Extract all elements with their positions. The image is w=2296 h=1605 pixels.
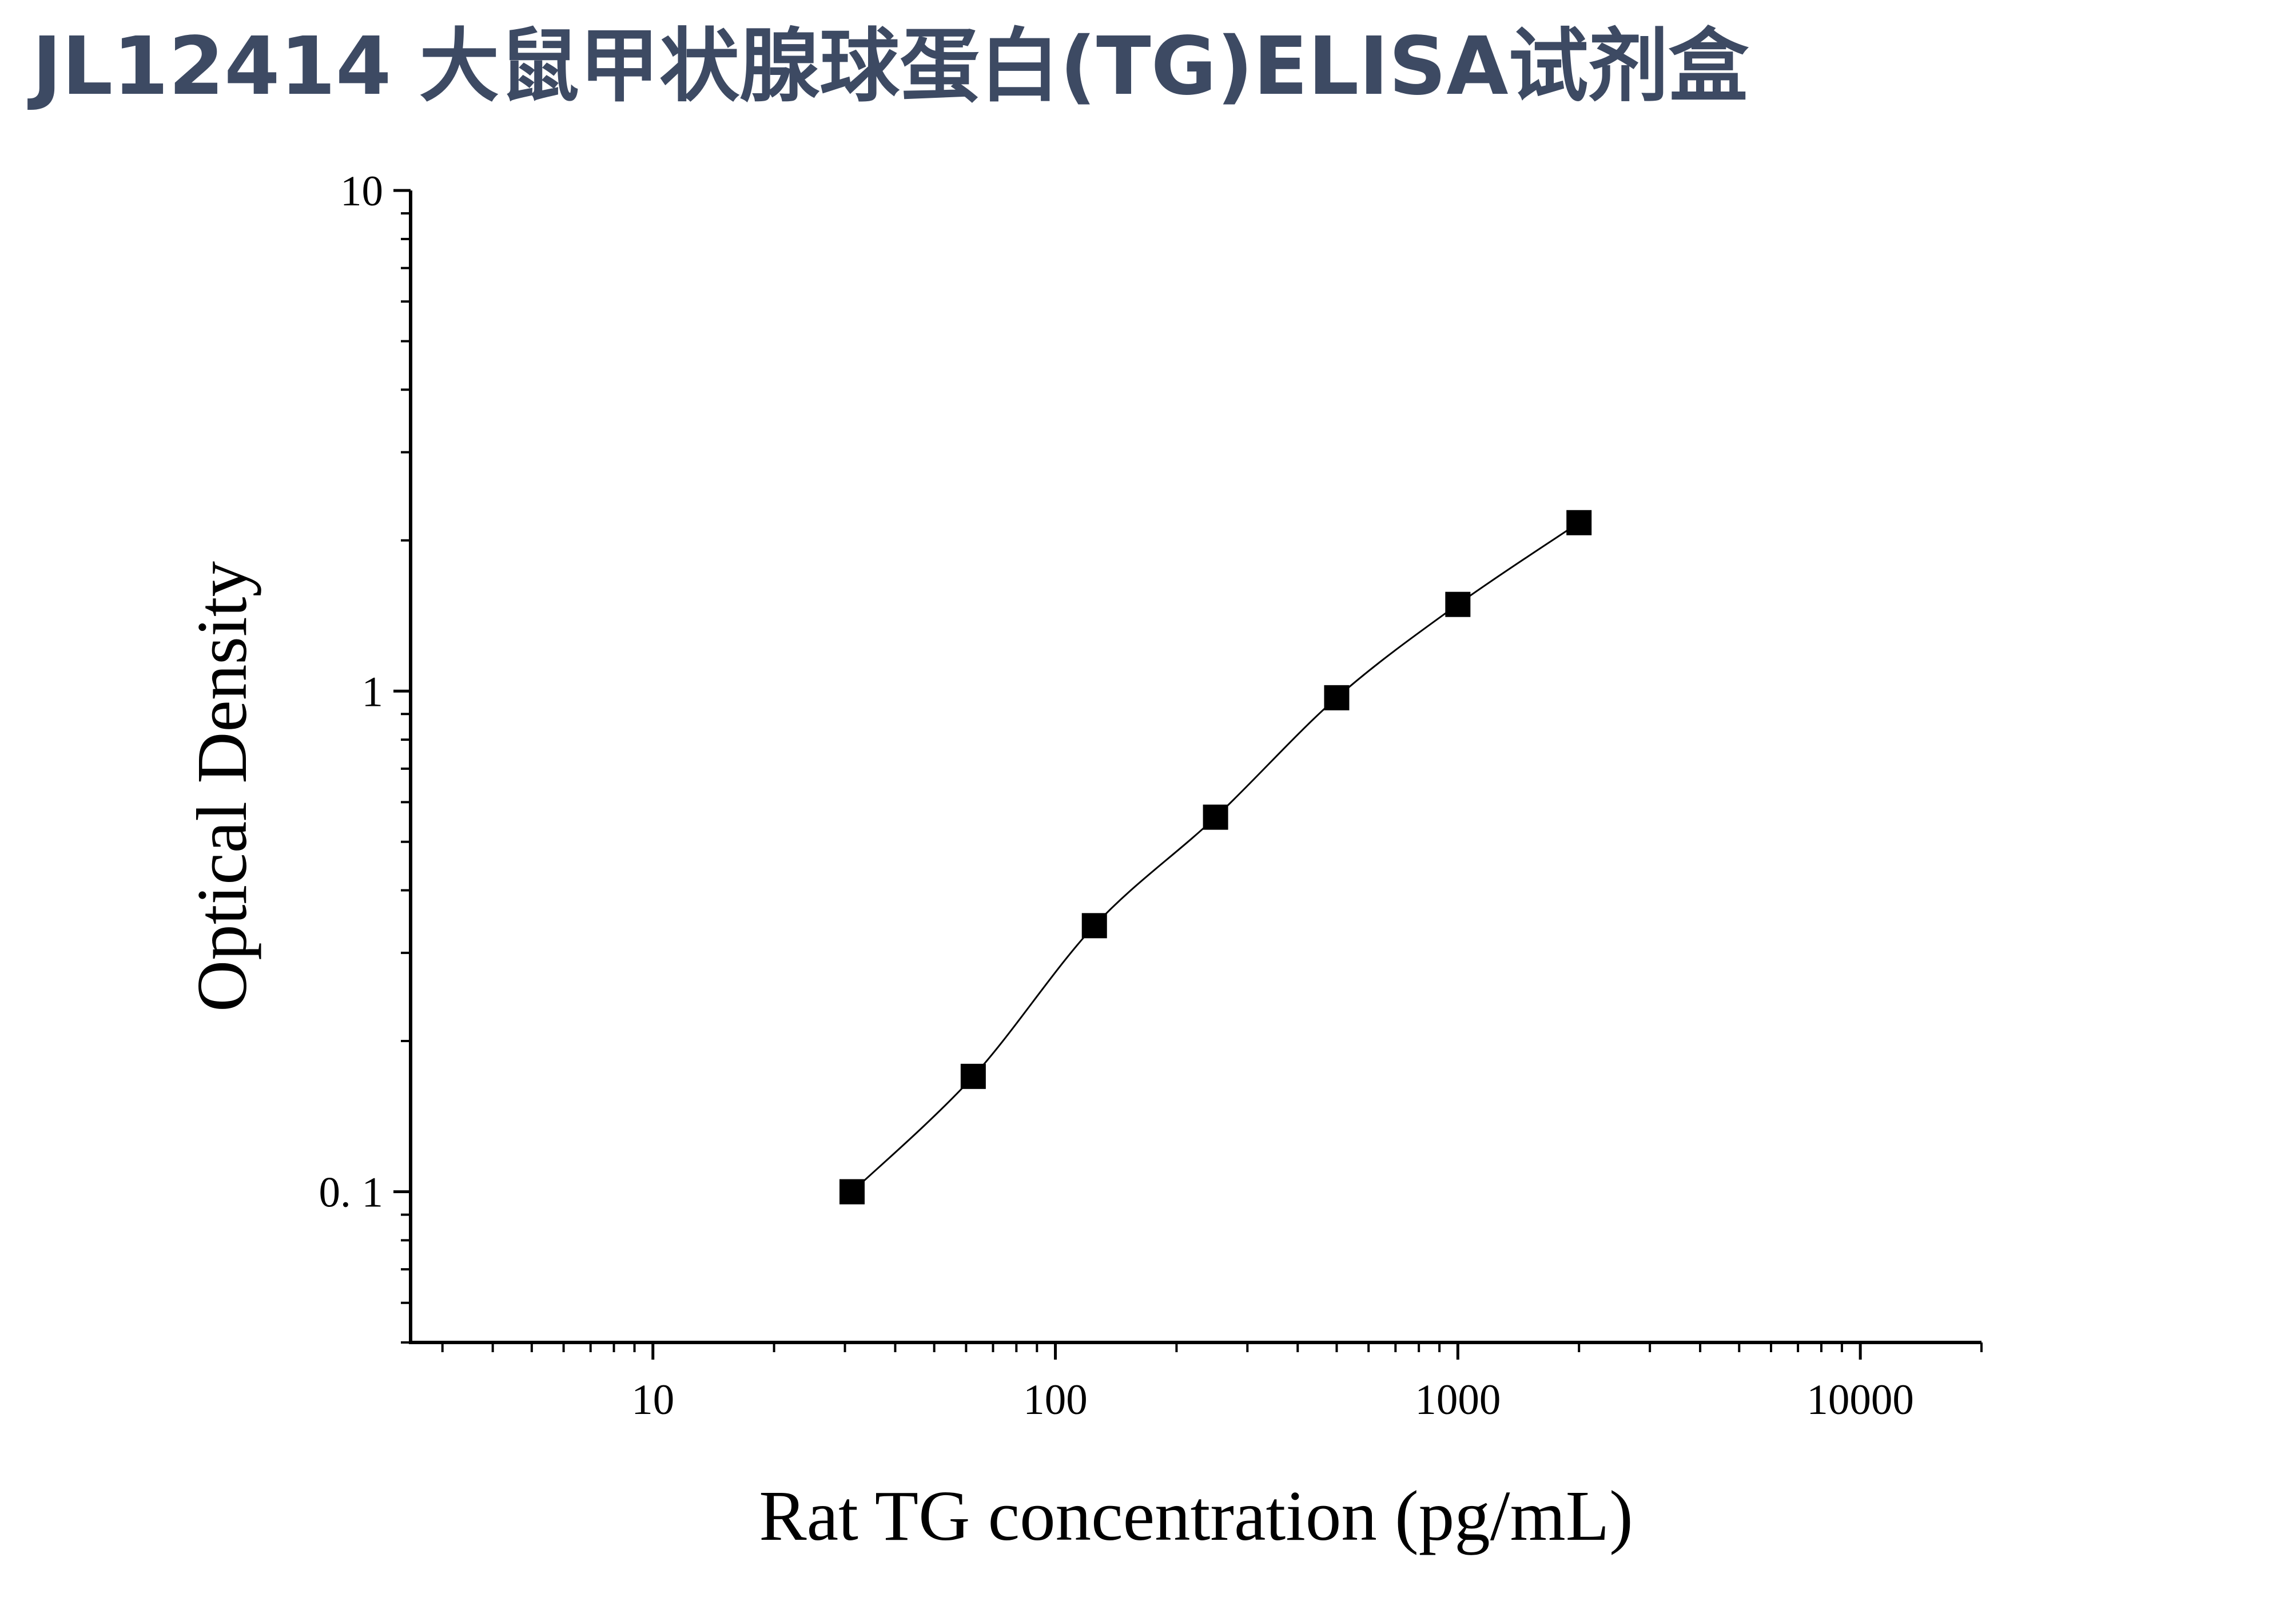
data-point (1203, 804, 1228, 830)
data-point (1324, 685, 1350, 710)
y-axis-title: Optical Density (183, 561, 262, 1012)
data-point (1445, 591, 1471, 617)
y-tick-label: 10 (340, 168, 383, 215)
fit-curve (851, 522, 1580, 1193)
y-tick-label: 0. 1 (319, 1169, 384, 1217)
x-tick-label: 10 (631, 1376, 674, 1424)
y-tick-label: 1 (362, 668, 384, 716)
data-point (839, 1179, 865, 1205)
x-tick-label: 100 (1023, 1376, 1088, 1424)
data-point (960, 1063, 986, 1089)
data-point (1566, 510, 1592, 535)
x-tick-label: 10000 (1806, 1376, 1914, 1424)
page-title: JL12414 大鼠甲状腺球蛋白(TG)ELISA试剂盒 (32, 20, 1749, 113)
x-axis-title: Rat TG concentration (pg/mL) (759, 1477, 1633, 1556)
x-tick-label: 1000 (1415, 1376, 1501, 1424)
data-point (1081, 913, 1107, 939)
data-points (839, 510, 1592, 1205)
axes (409, 190, 1981, 1344)
tick-labels: 10 100 1000 10000 0. 1 1 10 (319, 168, 1914, 1424)
axis-ticks (393, 189, 1983, 1360)
